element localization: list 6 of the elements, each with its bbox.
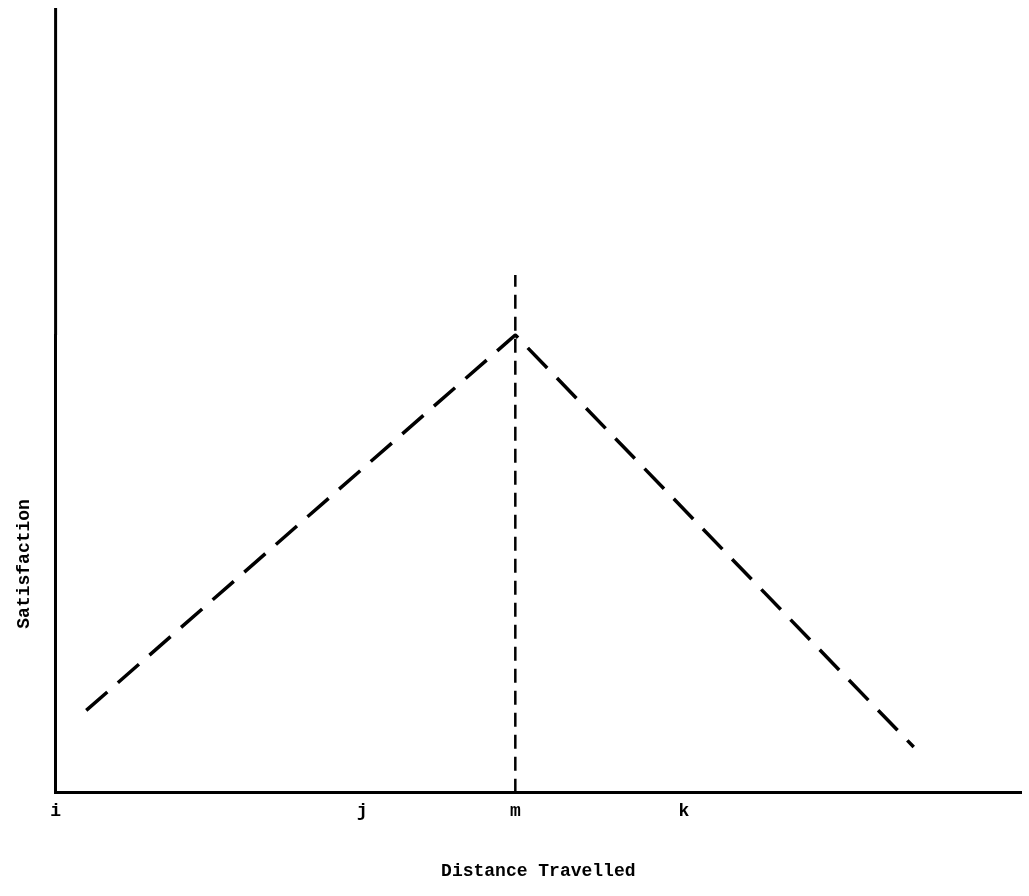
x-axis-title: Distance Travelled	[441, 860, 636, 881]
y-axis-title: Satisfaction	[14, 499, 35, 629]
x-tick-label: k	[678, 801, 690, 822]
x-tick-label: i	[50, 801, 62, 822]
x-tick-label: m	[509, 801, 521, 822]
x-tick-label: j	[356, 801, 368, 822]
